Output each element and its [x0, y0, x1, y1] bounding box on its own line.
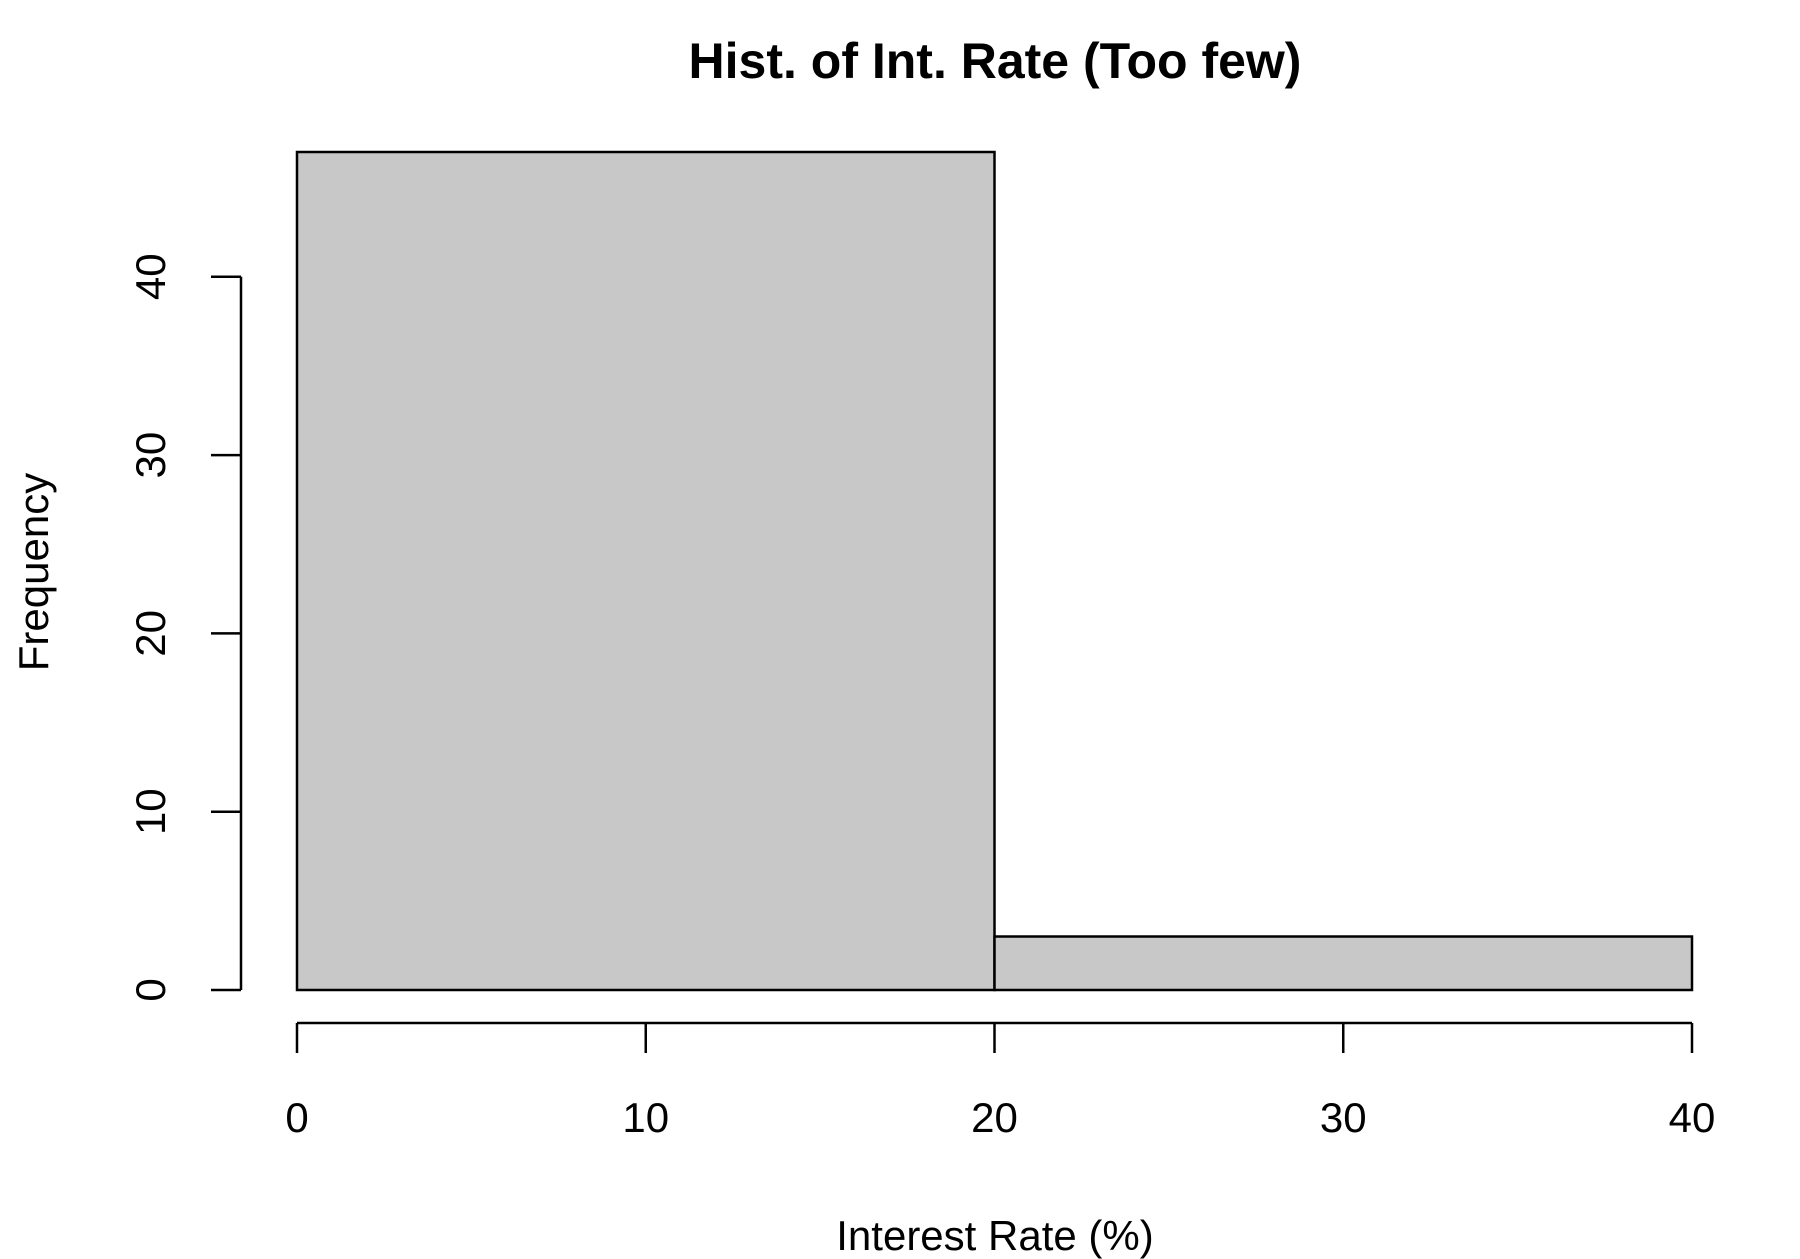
x-axis: 0 10 20 30 40 [285, 1021, 1716, 1141]
y-tick-label-0: 0 [127, 978, 174, 1001]
y-tick-label-1: 10 [127, 788, 174, 835]
histogram-bar-0 [295, 150, 996, 992]
x-tick-label-4: 40 [1669, 1094, 1716, 1141]
y-tick-label-4: 40 [127, 253, 174, 300]
x-tick-label-2: 20 [971, 1094, 1018, 1141]
histogram-bar-1 [993, 935, 1694, 992]
y-tick-label-3: 30 [127, 432, 174, 479]
y-axis: 0 10 20 30 40 [127, 253, 243, 1002]
chart-title: Hist. of Int. Rate (Too few) [689, 33, 1302, 89]
y-axis-label: Frequency [10, 473, 57, 671]
histogram-bars [295, 150, 1694, 992]
x-tick-label-3: 30 [1320, 1094, 1367, 1141]
y-tick-label-2: 20 [127, 610, 174, 657]
x-axis-label: Interest Rate (%) [836, 1212, 1153, 1259]
x-tick-label-1: 10 [622, 1094, 669, 1141]
x-tick-label-0: 0 [285, 1094, 308, 1141]
